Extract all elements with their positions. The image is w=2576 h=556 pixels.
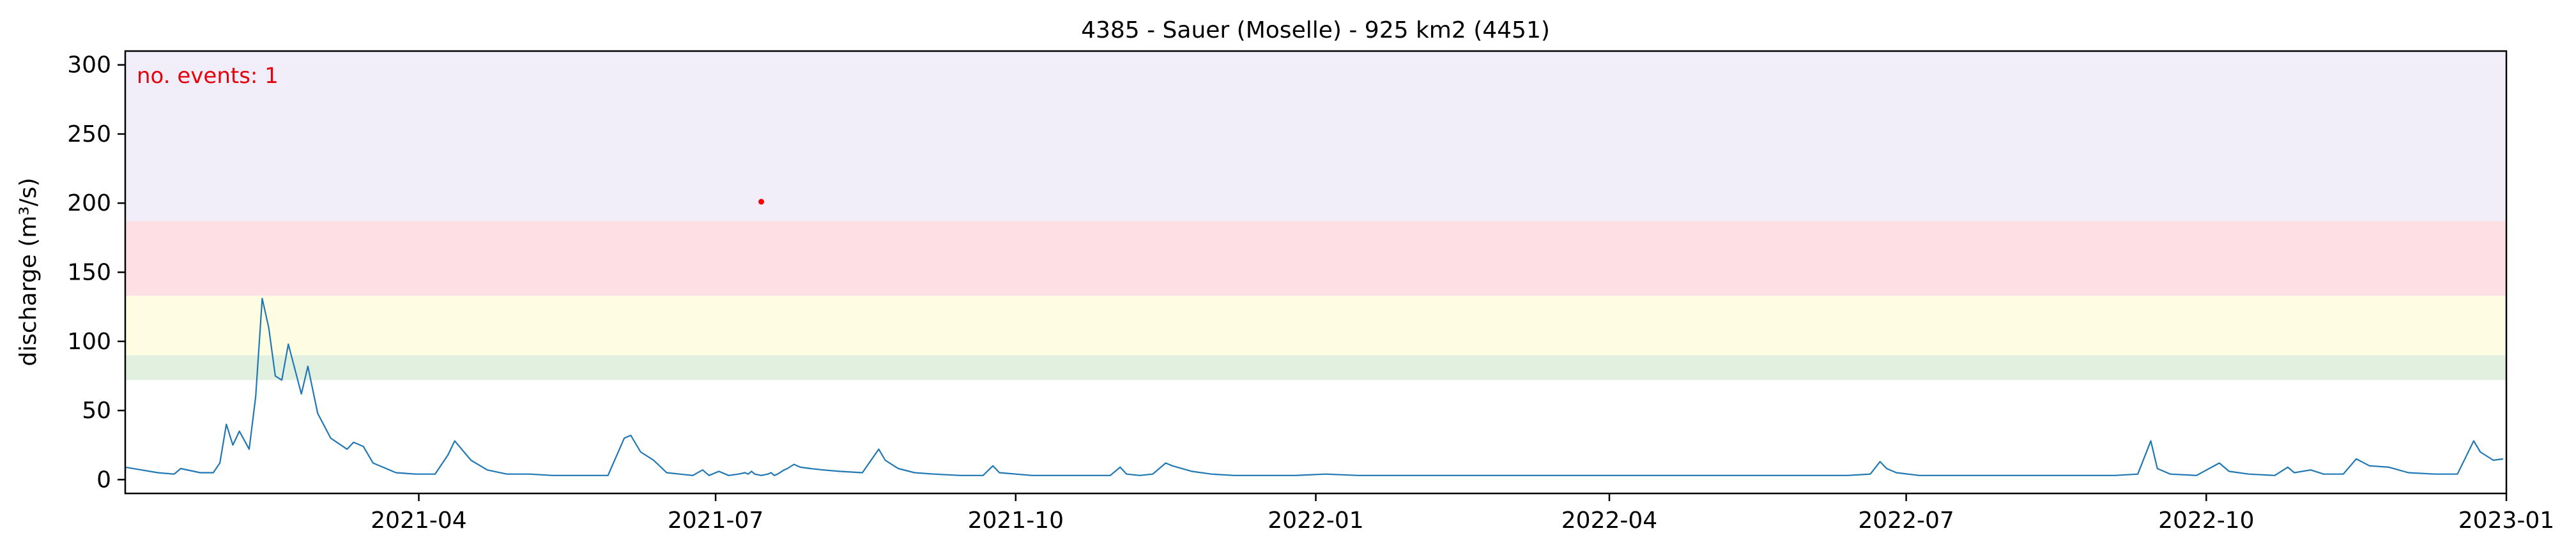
x-tick-label: 2022-04 xyxy=(1561,507,1657,534)
y-tick-label: 150 xyxy=(67,260,111,286)
threshold-band-1 xyxy=(125,296,2506,356)
x-tick-label: 2021-04 xyxy=(371,507,466,534)
threshold-band-0 xyxy=(125,355,2506,380)
x-tick-label: 2023-01 xyxy=(2458,507,2554,534)
threshold-bands xyxy=(125,51,2506,380)
y-tick-label: 300 xyxy=(67,52,111,79)
x-axis: 2021-04 2021-07 2021-10 2022-01 2022-04 2022-… xyxy=(371,493,2554,534)
x-tick-label: 2022-07 xyxy=(1858,507,1954,534)
y-tick-label: 100 xyxy=(67,329,111,355)
event-count-annotation: no. events: 1 xyxy=(137,63,279,89)
event-marker xyxy=(758,199,765,205)
chart-title: 4385 - Sauer (Moselle) - 925 km2 (4451) xyxy=(1081,17,1550,43)
discharge-series-line xyxy=(125,297,2504,476)
y-tick-label: 0 xyxy=(96,467,111,493)
y-tick-label: 50 xyxy=(82,398,111,424)
y-tick-label: 200 xyxy=(67,190,111,216)
y-tick-label: 250 xyxy=(67,121,111,147)
threshold-band-3 xyxy=(125,51,2506,222)
plot-series xyxy=(125,297,2504,476)
x-tick-label: 2022-01 xyxy=(1268,507,1363,534)
y-axis: 0 50 100 150 200 250 300 xyxy=(67,52,125,493)
x-tick-label: 2022-10 xyxy=(2158,507,2254,534)
x-tick-label: 2021-10 xyxy=(968,507,1064,534)
threshold-band-2 xyxy=(125,221,2506,296)
y-axis-label: discharge (m³/s) xyxy=(15,177,42,366)
x-tick-label: 2021-07 xyxy=(668,507,763,534)
event-markers xyxy=(758,199,765,205)
